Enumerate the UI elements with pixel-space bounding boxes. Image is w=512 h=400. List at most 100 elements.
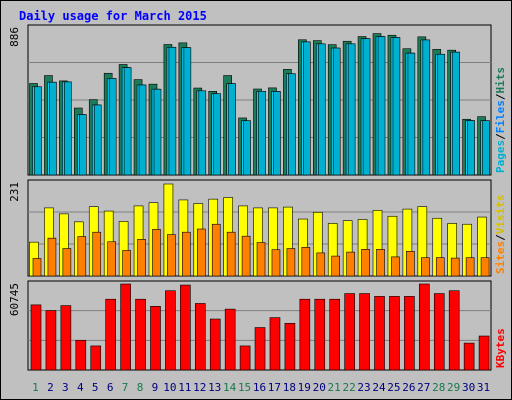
pages-bar	[303, 41, 311, 176]
kbytes-bar	[344, 293, 355, 371]
kbytes-bar	[329, 298, 341, 371]
sites-bar	[226, 231, 236, 277]
pages-bar	[79, 114, 87, 176]
sites-bar	[92, 231, 102, 277]
kbytes-bar	[75, 339, 87, 371]
pages-bar	[273, 91, 281, 176]
panel-1-legend: Pages/Files/Hits	[494, 67, 507, 173]
sites-bar	[316, 252, 326, 277]
sites-bar	[182, 231, 191, 277]
pages-bar	[93, 104, 102, 176]
pages-bar	[317, 43, 326, 176]
legend-visits: Visits	[494, 195, 507, 235]
panel-3-ymax-label: 60745	[8, 283, 21, 316]
sites-bar	[361, 249, 370, 277]
sites-bar	[152, 229, 161, 277]
pages-bar	[288, 73, 296, 176]
day-label: 18	[283, 381, 296, 394]
sites-bar	[241, 235, 251, 277]
pages-bar	[482, 120, 490, 176]
pages-bar	[392, 37, 401, 176]
kbytes-bar	[30, 304, 42, 371]
kbytes-bar	[239, 345, 251, 371]
kbytes-bar	[359, 293, 370, 371]
pages-bar	[108, 78, 117, 176]
pages-bar	[407, 52, 416, 176]
sites-bar	[480, 257, 490, 277]
pages-bar	[213, 93, 222, 176]
kbytes-bar	[463, 342, 475, 371]
pages-bar	[138, 84, 147, 176]
sites-bar	[450, 257, 460, 277]
panel-2-ymax-label: 231	[8, 182, 21, 202]
chart-title: Daily usage for March 2015	[19, 9, 207, 23]
day-label: 19	[298, 381, 311, 394]
day-label: 28	[432, 381, 445, 394]
sites-bar	[391, 256, 400, 277]
pages-bar	[437, 53, 446, 176]
kbytes-bar	[135, 298, 146, 371]
sites-bar	[346, 251, 355, 277]
pages-bar	[258, 90, 266, 176]
kbytes-bar	[165, 290, 176, 371]
day-label: 27	[417, 381, 430, 394]
kbytes-bar	[120, 283, 131, 371]
pages-bar	[153, 88, 162, 176]
day-label: 29	[447, 381, 460, 394]
day-label: 2	[47, 381, 54, 394]
panel-2-legend: Sites/Visits	[494, 195, 507, 275]
kbytes-bar	[209, 318, 221, 371]
day-label: 31	[477, 381, 490, 394]
day-label: 8	[137, 381, 144, 394]
kbytes-bar	[105, 298, 116, 371]
sites-bar	[376, 249, 385, 277]
pages-bar	[228, 83, 236, 176]
sites-bar	[167, 234, 176, 277]
kbytes-bar	[269, 317, 281, 371]
sites-bar	[435, 257, 445, 277]
pages-bar	[362, 38, 371, 176]
day-label: 10	[163, 381, 176, 394]
pages-bar	[64, 81, 72, 176]
pages-bar	[347, 43, 356, 176]
day-label: 16	[253, 381, 266, 394]
sites-bar	[271, 249, 281, 277]
legend-files: Files	[494, 100, 507, 133]
kbytes-bar	[60, 305, 72, 371]
kbytes-bar	[314, 298, 326, 371]
pages-bar	[183, 47, 192, 176]
sites-bar	[331, 255, 341, 277]
pages-bar	[168, 46, 177, 176]
kbytes-bar	[448, 290, 460, 371]
pages-bar	[34, 86, 42, 176]
kbytes-bar	[90, 345, 102, 371]
sites-bar	[32, 258, 42, 277]
kbytes-bar	[224, 308, 236, 371]
sites-bar	[62, 248, 72, 277]
pages-bar	[467, 120, 475, 176]
sites-bar	[47, 237, 57, 277]
day-label: 26	[402, 381, 415, 394]
day-label: 7	[122, 381, 129, 394]
day-label: 23	[357, 381, 370, 394]
legend-kbytes: KBytes	[494, 328, 507, 368]
pages-bar	[452, 51, 460, 176]
day-label: 17	[268, 381, 281, 394]
sites-bar	[286, 248, 296, 277]
sites-bar	[137, 239, 146, 277]
panel-3-legend: KBytes	[494, 328, 507, 368]
kbytes-bar	[433, 293, 445, 371]
pages-bar	[332, 47, 341, 176]
day-label: 1	[32, 381, 39, 394]
kbytes-bar	[389, 296, 400, 371]
pages-bar	[123, 67, 132, 176]
day-label: 24	[372, 381, 386, 394]
kbytes-bar	[150, 305, 161, 371]
sites-bar	[256, 242, 266, 277]
day-label: 15	[238, 381, 251, 394]
kbytes-bar	[180, 284, 191, 371]
day-label: 11	[178, 381, 191, 394]
day-label: 5	[92, 381, 99, 394]
